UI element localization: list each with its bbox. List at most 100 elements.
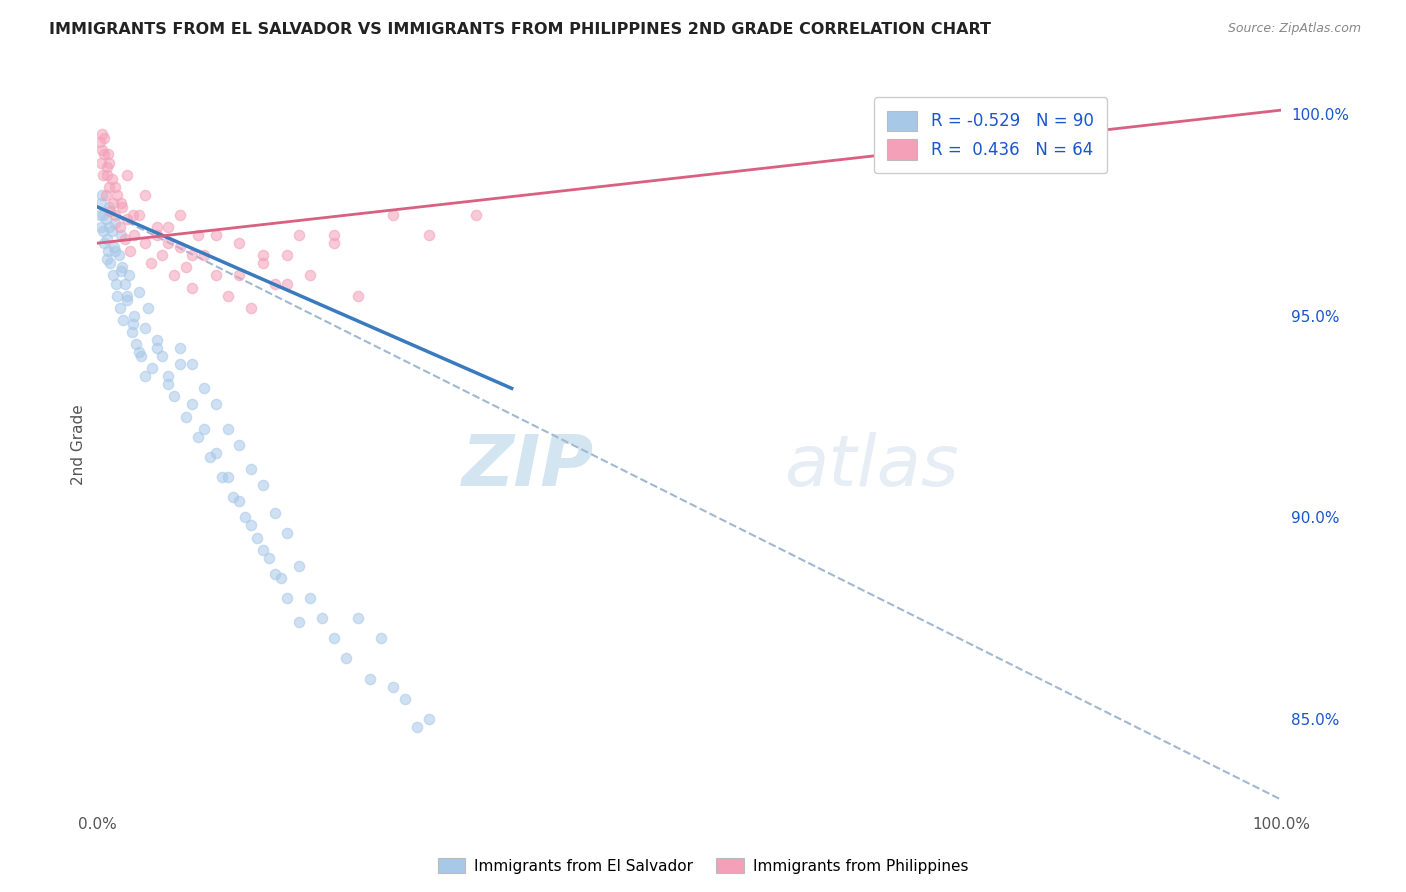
Point <box>112 313 135 327</box>
Point <box>91 168 114 182</box>
Point <box>204 446 226 460</box>
Point <box>217 470 239 484</box>
Point <box>121 317 143 331</box>
Point <box>115 288 138 302</box>
Point <box>115 168 138 182</box>
Point <box>94 187 117 202</box>
Point <box>264 277 287 291</box>
Point <box>152 248 174 262</box>
Point <box>311 611 333 625</box>
Point <box>359 672 381 686</box>
Point <box>141 361 163 376</box>
Point <box>152 349 174 363</box>
Point <box>169 341 191 355</box>
Point <box>145 333 167 347</box>
Text: Source: ZipAtlas.com: Source: ZipAtlas.com <box>1227 22 1361 36</box>
Point <box>120 244 142 259</box>
Point <box>145 228 167 243</box>
Point <box>115 293 138 307</box>
Point <box>121 208 143 222</box>
Point <box>252 248 274 262</box>
Point <box>98 200 121 214</box>
Point <box>240 518 263 533</box>
Point <box>96 168 118 182</box>
Point <box>228 494 250 508</box>
Point <box>111 200 134 214</box>
Point <box>100 224 122 238</box>
Point <box>121 325 143 339</box>
Point <box>299 591 322 605</box>
Point <box>163 389 186 403</box>
Point <box>110 264 132 278</box>
Point <box>264 566 287 581</box>
Point <box>287 615 309 630</box>
Point <box>193 422 215 436</box>
Point <box>100 203 122 218</box>
Point <box>217 422 239 436</box>
Point <box>118 268 141 283</box>
Point <box>125 337 148 351</box>
Point <box>222 490 245 504</box>
Point <box>91 128 114 142</box>
Point <box>134 187 156 202</box>
Point <box>96 160 118 174</box>
Point <box>240 462 263 476</box>
Point <box>174 409 197 424</box>
Point <box>465 208 488 222</box>
Point <box>276 526 298 541</box>
Point <box>134 236 156 251</box>
Point <box>174 260 197 275</box>
Point <box>323 236 346 251</box>
Point <box>107 288 129 302</box>
Point <box>104 179 127 194</box>
Point <box>228 438 250 452</box>
Point <box>299 268 322 283</box>
Point <box>418 228 440 243</box>
Point <box>134 321 156 335</box>
Point <box>122 309 145 323</box>
Point <box>382 208 405 222</box>
Point <box>287 228 309 243</box>
Point <box>122 228 145 243</box>
Point <box>181 280 204 294</box>
Point <box>187 430 209 444</box>
Point <box>169 357 191 371</box>
Point <box>107 187 129 202</box>
Point <box>105 277 128 291</box>
Point <box>181 397 204 411</box>
Text: IMMIGRANTS FROM EL SALVADOR VS IMMIGRANTS FROM PHILIPPINES 2ND GRADE CORRELATION: IMMIGRANTS FROM EL SALVADOR VS IMMIGRANT… <box>49 22 991 37</box>
Point <box>204 268 226 283</box>
Point <box>276 277 298 291</box>
Point <box>287 558 309 573</box>
Point <box>370 632 392 646</box>
Point <box>97 147 120 161</box>
Y-axis label: 2nd Grade: 2nd Grade <box>72 404 86 485</box>
Point <box>246 531 269 545</box>
Point <box>228 236 250 251</box>
Point <box>169 240 191 254</box>
Point <box>276 591 298 605</box>
Point <box>100 171 122 186</box>
Point <box>91 187 114 202</box>
Point <box>252 256 274 270</box>
Point <box>96 252 118 267</box>
Point <box>252 478 274 492</box>
Point <box>134 369 156 384</box>
Point <box>110 195 132 210</box>
Point <box>107 248 129 262</box>
Point <box>204 228 226 243</box>
Point <box>323 632 346 646</box>
Point <box>89 208 111 222</box>
Point <box>211 470 233 484</box>
Point <box>128 345 150 359</box>
Point <box>96 232 118 246</box>
Point <box>346 611 368 625</box>
Point <box>98 155 121 169</box>
Text: atlas: atlas <box>785 432 959 501</box>
Point <box>394 691 416 706</box>
Point <box>217 288 239 302</box>
Point <box>90 220 112 235</box>
Point <box>101 195 124 210</box>
Point <box>228 268 250 283</box>
Point <box>100 256 122 270</box>
